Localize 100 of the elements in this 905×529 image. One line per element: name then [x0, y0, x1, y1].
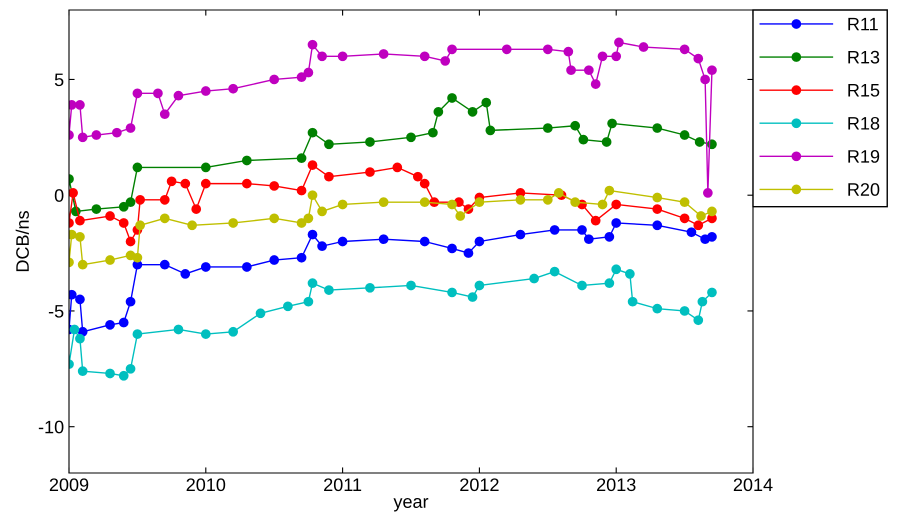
point	[652, 192, 662, 202]
point	[75, 216, 85, 226]
point	[160, 109, 170, 120]
point	[700, 74, 710, 84]
point	[542, 194, 553, 205]
point	[269, 213, 280, 224]
point	[308, 278, 318, 288]
point	[406, 132, 416, 142]
point	[604, 232, 614, 242]
point	[338, 236, 348, 246]
point	[296, 153, 306, 164]
point	[550, 266, 560, 276]
point	[412, 172, 423, 182]
point	[554, 188, 564, 198]
point	[542, 44, 553, 54]
y-tick-label: -10	[38, 420, 64, 434]
point	[242, 262, 252, 272]
point	[611, 264, 622, 274]
point	[200, 178, 211, 188]
point	[680, 130, 690, 140]
point	[160, 260, 170, 270]
point	[652, 220, 662, 230]
point	[228, 326, 238, 337]
point	[118, 218, 129, 228]
point	[378, 197, 388, 208]
point	[126, 364, 136, 374]
point	[187, 220, 197, 230]
point	[75, 294, 85, 304]
x-tick-label: 2012	[460, 478, 499, 492]
point	[200, 262, 211, 272]
point	[698, 296, 708, 307]
legend-label: R11	[848, 18, 878, 30]
point	[434, 107, 444, 117]
legend-label: R19	[848, 150, 880, 163]
point	[200, 162, 211, 172]
legend-label: R15	[848, 84, 880, 97]
point	[694, 137, 705, 147]
point	[324, 139, 334, 150]
point	[317, 206, 327, 216]
point	[628, 296, 638, 307]
point	[200, 329, 211, 339]
point	[180, 269, 190, 279]
point	[69, 188, 78, 198]
x-tick-label: 2013	[597, 478, 636, 492]
point	[338, 200, 348, 210]
point	[78, 132, 88, 142]
point	[378, 234, 388, 244]
point	[283, 301, 293, 312]
point	[604, 186, 614, 196]
y-tick-label: -5	[48, 305, 64, 318]
point	[502, 44, 512, 54]
point	[338, 51, 348, 62]
point	[420, 236, 430, 246]
point	[296, 252, 306, 263]
point	[420, 51, 430, 62]
point	[440, 56, 450, 66]
point	[324, 172, 334, 182]
point	[365, 137, 375, 147]
point	[455, 211, 466, 221]
point	[135, 220, 145, 230]
point	[468, 107, 478, 117]
point	[105, 255, 115, 265]
point	[269, 181, 280, 191]
point	[365, 282, 375, 293]
point	[420, 178, 430, 188]
x-axis-title: year	[393, 498, 428, 512]
point	[324, 285, 334, 295]
point	[308, 230, 318, 240]
point	[166, 176, 176, 186]
point	[590, 216, 601, 226]
point	[126, 296, 136, 307]
point	[132, 252, 142, 263]
point	[578, 134, 588, 144]
point	[105, 368, 115, 378]
point	[707, 232, 717, 242]
point	[611, 218, 622, 228]
point	[516, 230, 526, 240]
point	[365, 167, 375, 177]
point	[693, 315, 704, 326]
point	[308, 160, 318, 170]
point	[604, 278, 614, 288]
y-tick-label: 5	[54, 74, 64, 86]
point	[611, 51, 622, 62]
point	[447, 200, 457, 210]
point	[228, 218, 238, 228]
point	[242, 156, 252, 166]
point	[132, 162, 142, 172]
point	[563, 46, 574, 57]
point	[686, 227, 696, 238]
point	[269, 74, 280, 84]
legend-label: R18	[848, 116, 880, 130]
point	[598, 200, 608, 210]
point	[296, 218, 306, 228]
point	[75, 334, 85, 344]
point	[607, 118, 617, 128]
point	[75, 100, 85, 110]
point	[78, 260, 88, 270]
point	[516, 194, 526, 205]
point	[392, 162, 402, 172]
point	[126, 236, 136, 246]
